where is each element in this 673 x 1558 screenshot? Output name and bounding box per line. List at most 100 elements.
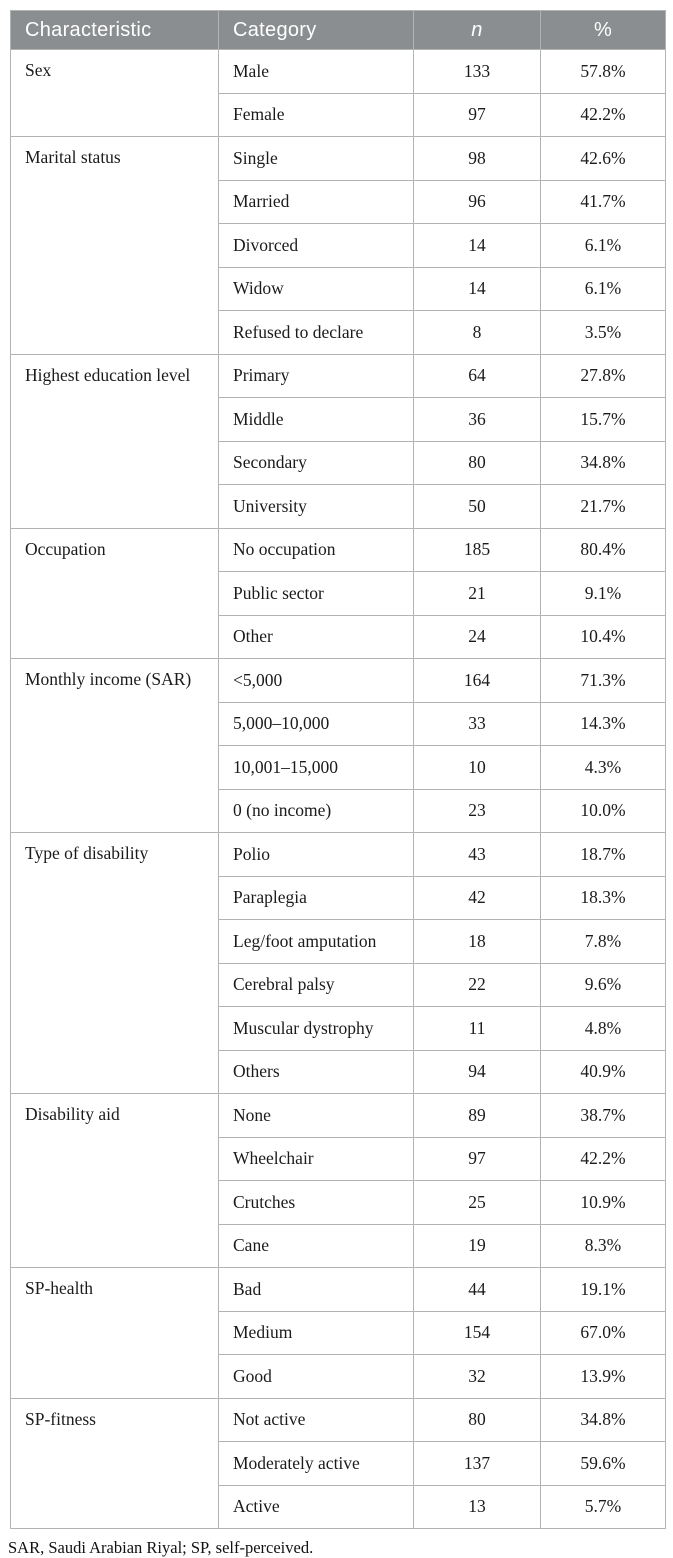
percent-cell: 9.6%: [540, 962, 666, 1007]
characteristic-cell: Disability aid: [10, 1093, 219, 1268]
table-row: Paraplegia 42 18.3%: [11, 875, 666, 920]
header-category: Category: [218, 10, 414, 50]
table-row: University 50 21.7%: [11, 484, 666, 529]
n-cell: 18: [413, 919, 541, 964]
percent-cell: 14.3%: [540, 701, 666, 746]
table-row: Female 97 42.2%: [11, 92, 666, 137]
percent-cell: 4.3%: [540, 745, 666, 790]
table-row: Middle 36 15.7%: [11, 397, 666, 442]
table-row: 10,001–15,000 10 4.3%: [11, 745, 666, 790]
n-cell: 14: [413, 266, 541, 311]
category-cell: Paraplegia: [218, 875, 414, 920]
table-row: Cerebral palsy 22 9.6%: [11, 962, 666, 1007]
table-row: Secondary 80 34.8%: [11, 440, 666, 485]
table-row: Moderately active 137 59.6%: [11, 1441, 666, 1486]
table-row: Highest education level Primary 64 27.8%: [10, 353, 666, 529]
percent-cell: 57.8%: [540, 49, 666, 94]
n-cell: 14: [413, 223, 541, 268]
characteristic-cell: Type of disability: [10, 832, 219, 1094]
n-cell: 10: [413, 745, 541, 790]
n-cell: 24: [413, 614, 541, 659]
category-cell: No occupation: [218, 527, 414, 572]
percent-cell: 27.8%: [540, 353, 666, 398]
table-footnote: SAR, Saudi Arabian Riyal; SP, self-perce…: [8, 1538, 314, 1557]
table-row: Others 94 40.9%: [11, 1049, 666, 1094]
table-row: 5,000–10,000 33 14.3%: [11, 701, 666, 746]
category-cell: Middle: [218, 397, 414, 442]
percent-cell: 13.9%: [540, 1354, 666, 1399]
percent-cell: 42.6%: [540, 136, 666, 181]
header-row: Characteristic Category n %: [10, 10, 666, 50]
n-cell: 96: [413, 179, 541, 224]
n-cell: 50: [413, 484, 541, 529]
category-cell: Female: [218, 92, 414, 137]
percent-cell: 10.4%: [540, 614, 666, 659]
category-cell: None: [218, 1093, 414, 1138]
category-cell: Polio: [218, 832, 414, 877]
category-cell: Divorced: [218, 223, 414, 268]
n-cell: 33: [413, 701, 541, 746]
table-row: Good 32 13.9%: [11, 1354, 666, 1399]
percent-cell: 3.5%: [540, 310, 666, 355]
category-cell: Cerebral palsy: [218, 962, 414, 1007]
table-body: Sex Male 133 57.8% Female 97 42.2% Marital stat…: [10, 49, 666, 1529]
n-cell: 43: [413, 832, 541, 877]
table-row: Sex Male 133 57.8%: [10, 49, 666, 137]
category-cell: 0 (no income): [218, 788, 414, 833]
category-cell: University: [218, 484, 414, 529]
characteristic-cell: SP-fitness: [10, 1397, 219, 1529]
percent-cell: 19.1%: [540, 1267, 666, 1312]
percent-cell: 21.7%: [540, 484, 666, 529]
table-row: Occupation No occupation 185 80.4%: [10, 527, 666, 659]
category-cell: Wheelchair: [218, 1136, 414, 1181]
table-row: Muscular dystrophy 11 4.8%: [11, 1006, 666, 1051]
table-row: SP-fitness Not active 80 34.8%: [10, 1397, 666, 1529]
table-row: Cane 19 8.3%: [11, 1223, 666, 1268]
n-cell: 13: [413, 1484, 541, 1529]
table-row: Type of disability Polio 43 18.7%: [10, 832, 666, 1094]
table-row: Married 96 41.7%: [11, 179, 666, 224]
characteristic-cell: Occupation: [10, 527, 219, 659]
header-characteristic: Characteristic: [10, 10, 219, 50]
percent-cell: 5.7%: [540, 1484, 666, 1529]
characteristic-cell: SP-health: [10, 1267, 219, 1399]
percent-cell: 41.7%: [540, 179, 666, 224]
percent-cell: 80.4%: [540, 527, 666, 572]
percent-cell: 4.8%: [540, 1006, 666, 1051]
characteristic-cell: Sex: [10, 49, 219, 137]
n-cell: 23: [413, 788, 541, 833]
category-cell: Active: [218, 1484, 414, 1529]
table-row: Other 24 10.4%: [11, 614, 666, 659]
percent-cell: 59.6%: [540, 1441, 666, 1486]
category-cell: 10,001–15,000: [218, 745, 414, 790]
percent-cell: 42.2%: [540, 1136, 666, 1181]
category-cell: Crutches: [218, 1180, 414, 1225]
n-cell: 133: [413, 49, 541, 94]
category-cell: Not active: [218, 1397, 414, 1442]
n-cell: 154: [413, 1310, 541, 1355]
percent-cell: 10.0%: [540, 788, 666, 833]
category-cell: Public sector: [218, 571, 414, 616]
percent-cell: 15.7%: [540, 397, 666, 442]
category-cell: Secondary: [218, 440, 414, 485]
percent-cell: 34.8%: [540, 1397, 666, 1442]
n-cell: 64: [413, 353, 541, 398]
category-cell: Leg/foot amputation: [218, 919, 414, 964]
table-row: Refused to declare 8 3.5%: [11, 310, 666, 355]
table-row: Wheelchair 97 42.2%: [11, 1136, 666, 1181]
header-percent: %: [540, 10, 666, 50]
category-cell: Other: [218, 614, 414, 659]
n-cell: 19: [413, 1223, 541, 1268]
n-cell: 42: [413, 875, 541, 920]
category-cell: Single: [218, 136, 414, 181]
table-row: Marital status Single 98 42.6%: [10, 136, 666, 355]
percent-cell: 9.1%: [540, 571, 666, 616]
percent-cell: 38.7%: [540, 1093, 666, 1138]
table-row: Divorced 14 6.1%: [11, 223, 666, 268]
category-cell: Refused to declare: [218, 310, 414, 355]
n-cell: 89: [413, 1093, 541, 1138]
n-cell: 137: [413, 1441, 541, 1486]
n-cell: 94: [413, 1049, 541, 1094]
n-cell: 21: [413, 571, 541, 616]
